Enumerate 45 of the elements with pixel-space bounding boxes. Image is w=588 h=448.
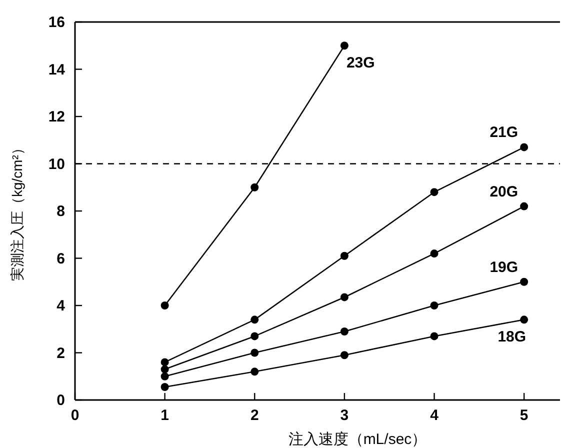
point — [340, 327, 348, 336]
x-tick-label: 1 — [160, 407, 169, 424]
point — [520, 316, 528, 324]
point — [430, 332, 438, 340]
series-label: 19G — [490, 258, 518, 276]
y-tick-label: 16 — [48, 14, 65, 31]
point — [340, 42, 348, 50]
series-label: 20G — [490, 183, 518, 200]
point — [160, 372, 169, 380]
point — [520, 278, 528, 286]
point — [520, 143, 528, 152]
point — [160, 358, 169, 366]
y-tick-label: 12 — [48, 108, 65, 126]
x-axis-title: 注入速度（mL/sec） — [288, 431, 427, 448]
y-tick-label: 8 — [56, 203, 65, 220]
point — [160, 302, 169, 310]
y-tick-label: 2 — [56, 344, 65, 362]
point — [250, 316, 259, 324]
point — [340, 351, 348, 360]
y-tick-label: 10 — [48, 156, 65, 173]
point — [250, 368, 259, 376]
x-tick-label: 0 — [70, 407, 80, 424]
point — [430, 188, 438, 196]
point — [250, 332, 259, 340]
x-tick-label: 3 — [340, 407, 349, 424]
point — [160, 383, 169, 392]
series-label: 21G — [490, 124, 518, 142]
point — [340, 293, 348, 302]
y-tick-label: 0 — [56, 392, 65, 409]
point — [250, 348, 259, 357]
y-tick-label: 6 — [56, 250, 65, 268]
point — [250, 183, 259, 192]
y-tick-label: 4 — [56, 298, 66, 314]
point — [430, 250, 438, 258]
point — [520, 202, 528, 210]
series-label: 18G — [498, 328, 526, 346]
point — [160, 365, 169, 374]
point — [340, 252, 348, 260]
x-tick-label: 5 — [520, 407, 528, 424]
point — [430, 302, 438, 310]
x-tick-label: 2 — [250, 407, 259, 424]
series-label: 23G — [346, 54, 375, 72]
x-tick-label: 4 — [430, 407, 440, 424]
y-axis-title: 実測注入圧（kg/cm²） — [9, 141, 25, 281]
y-tick-label: 14 — [48, 61, 66, 78]
